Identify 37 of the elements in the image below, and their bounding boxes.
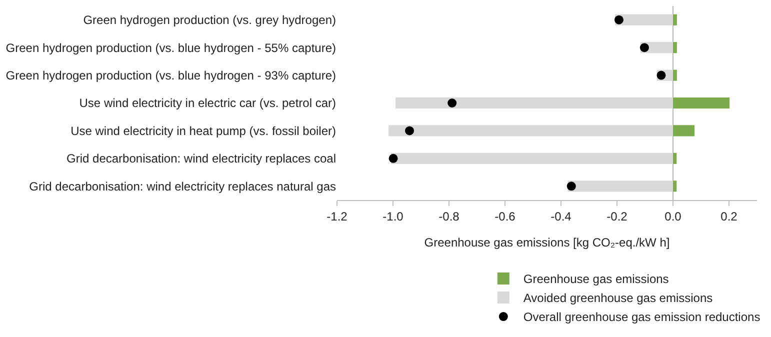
y-tick-label: Green hydrogen production (vs. blue hydrogen - 93% capture) (6, 68, 336, 82)
point (405, 126, 414, 136)
y-tick-label: Green hydrogen production (vs. blue hydrogen - 55% capture) (6, 40, 336, 55)
x-tick-label: -0.4 (550, 209, 572, 224)
point (388, 154, 398, 163)
bar (673, 97, 730, 109)
point (640, 43, 649, 52)
y-tick-label: Grid decarbonisation: wind electricity replaces natural gas (29, 179, 336, 194)
bar (568, 180, 673, 192)
bar (673, 14, 677, 26)
point (566, 182, 576, 191)
y-tick-label: Grid decarbonisation: wind electricity replaces coal (66, 152, 336, 166)
x-tick-label: 0.2 (720, 209, 738, 224)
bar (615, 14, 673, 26)
legend-label: Greenhouse gas emissions (523, 272, 669, 286)
x-tick-label: -0.2 (606, 209, 628, 224)
bar (673, 180, 677, 192)
x-tick-label: -1.2 (326, 209, 348, 224)
x-tick-label: -0.8 (438, 209, 460, 224)
x-tick-label: -1.0 (382, 209, 404, 224)
y-tick-label: Use wind electricity in electric car (vs. petrol car) (79, 96, 336, 110)
y-tick-label: Use wind electricity in heat pump (vs. fossil boiler) (70, 124, 336, 138)
x-tick-label: -0.6 (494, 209, 516, 224)
bar (396, 97, 673, 109)
bar (673, 42, 677, 54)
point (614, 15, 624, 24)
bar (673, 125, 695, 136)
bar (391, 152, 673, 164)
x-axis-title: Greenhouse gas emissions [kg CO₂-eq./kW h] (424, 235, 670, 250)
legend-label: Overall greenhouse gas emission reductions (523, 310, 760, 324)
y-tick-label: Green hydrogen production (vs. grey hydrogen) (83, 13, 336, 28)
bar (673, 70, 677, 81)
point (448, 98, 457, 108)
legend-label: Avoided greenhouse gas emissions (523, 291, 713, 306)
bar (673, 152, 677, 164)
bar (388, 125, 673, 136)
x-tick-label: 0.0 (664, 209, 682, 224)
